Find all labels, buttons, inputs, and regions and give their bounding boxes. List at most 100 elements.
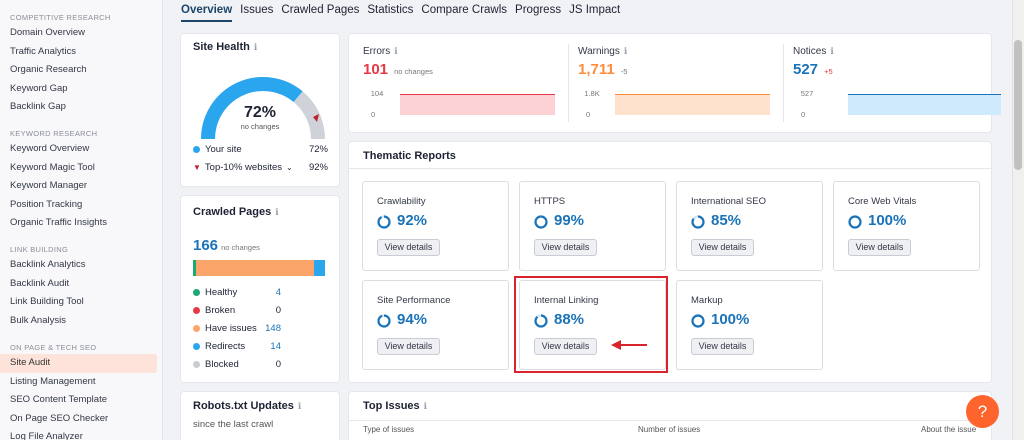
- chevron-down-icon[interactable]: ⌄: [286, 163, 293, 172]
- metric-sparkline[interactable]: [400, 94, 555, 115]
- scrollbar-thumb[interactable]: [1014, 40, 1022, 170]
- metric-label: Warnings: [578, 46, 620, 57]
- tab-statistics[interactable]: Statistics: [367, 4, 414, 16]
- robots-subtitle: since the last crawl: [193, 419, 274, 430]
- legend-dot: [193, 289, 200, 296]
- help-button[interactable]: ?: [966, 395, 999, 428]
- view-details-button[interactable]: View details: [377, 338, 440, 355]
- metric-sparkline[interactable]: [848, 94, 1001, 115]
- info-icon[interactable]: ℹ: [423, 401, 428, 411]
- metric-value[interactable]: 101: [363, 61, 389, 78]
- info-icon[interactable]: ℹ: [394, 46, 398, 56]
- view-details-button[interactable]: View details: [691, 239, 754, 256]
- progress-ring-icon: [377, 314, 391, 328]
- crawled-row-value[interactable]: 4: [275, 287, 281, 298]
- tab-js-impact[interactable]: JS Impact: [569, 4, 621, 16]
- thematic-report-crawlability[interactable]: Crawlability 92% View details: [362, 181, 509, 271]
- tab-progress[interactable]: Progress: [515, 4, 562, 16]
- metric-axis-min: 0: [371, 110, 376, 119]
- crawled-pages-bar: [193, 260, 325, 276]
- column-number[interactable]: Number of issues: [638, 425, 701, 434]
- info-icon[interactable]: ℹ: [275, 207, 279, 217]
- legend-dot: [193, 361, 200, 368]
- crawled-row-label: Broken: [205, 305, 236, 316]
- sidebar-item-organic-research[interactable]: Organic Research: [10, 64, 87, 75]
- top-10-marker: [313, 114, 319, 122]
- view-details-button[interactable]: View details: [377, 239, 440, 256]
- sidebar-item-bulk-analysis[interactable]: Bulk Analysis: [10, 314, 66, 326]
- info-icon[interactable]: ℹ: [623, 46, 628, 56]
- report-percent: 92%: [397, 212, 428, 229]
- sidebar-item-backlink-gap[interactable]: Backlink Gap: [10, 101, 66, 112]
- crawled-count[interactable]: 166: [193, 237, 219, 254]
- sidebar-item-backlink-analytics[interactable]: Backlink Analytics: [10, 259, 86, 270]
- crawled-row-value[interactable]: 148: [265, 323, 281, 334]
- sidebar-item-on-page-seo-checker[interactable]: On Page SEO Checker: [10, 412, 109, 424]
- sidebar-item-keyword-magic-tool[interactable]: Keyword Magic Tool: [10, 161, 95, 173]
- sidebar-item-keyword-overview[interactable]: Keyword Overview: [10, 143, 90, 154]
- column-type[interactable]: Type of issues: [363, 425, 415, 434]
- sidebar-section: KEYWORD RESEARCH Keyword Overview Keyword …: [0, 128, 163, 233]
- view-details-button[interactable]: View details: [534, 338, 597, 355]
- scrollbar[interactable]: [1012, 0, 1024, 440]
- divider: [568, 44, 569, 122]
- column-about[interactable]: About the issue: [921, 425, 977, 434]
- report-name: Markup: [691, 295, 723, 306]
- report-percent: 100%: [711, 311, 750, 328]
- highlight-box: [514, 276, 668, 373]
- metric-delta: +5: [824, 67, 833, 76]
- progress-ring-icon: [691, 314, 705, 328]
- metric-axis-min: 0: [586, 110, 591, 119]
- report-name: International SEO: [691, 196, 766, 207]
- tab-issues[interactable]: Issues: [240, 4, 274, 16]
- sidebar-item-domain-overview[interactable]: Domain Overview: [10, 27, 85, 38]
- tab-bar: Overview Issues Crawled Pages Statistics Com…: [181, 0, 628, 22]
- sidebar-item-traffic-analytics[interactable]: Traffic Analytics: [10, 45, 76, 57]
- sidebar-item-keyword-manager[interactable]: Keyword Manager: [10, 180, 88, 191]
- legend-top-10[interactable]: ▼ Top-10% websites ⌄ 92%: [193, 162, 328, 173]
- tab-compare-crawls[interactable]: Compare Crawls: [421, 4, 508, 16]
- bar-redirects[interactable]: [313, 260, 325, 276]
- metric-value[interactable]: 1,711: [578, 61, 615, 78]
- metric-label: Errors: [363, 46, 391, 57]
- view-details-button[interactable]: View details: [848, 239, 911, 256]
- report-percent: 94%: [397, 311, 428, 328]
- site-health-value: 72%: [243, 104, 277, 121]
- crawled-row-value[interactable]: 14: [270, 341, 281, 352]
- info-icon[interactable]: ℹ: [297, 401, 302, 411]
- sidebar-item-keyword-gap[interactable]: Keyword Gap: [10, 82, 68, 94]
- sidebar-item-seo-content-template[interactable]: SEO Content Template: [10, 394, 107, 405]
- sidebar-item-position-tracking[interactable]: Position Tracking: [10, 198, 83, 210]
- thematic-report-markup[interactable]: Markup 100% View details: [676, 280, 823, 370]
- metric-sparkline[interactable]: [615, 94, 770, 115]
- metric-axis-max: 104: [370, 89, 384, 98]
- sidebar-item-backlink-audit[interactable]: Backlink Audit: [10, 277, 70, 289]
- tab-overview[interactable]: Overview: [181, 0, 233, 22]
- thematic-report-https[interactable]: HTTPS 99% View details: [519, 181, 666, 271]
- metric-value[interactable]: 527: [793, 61, 819, 78]
- sidebar-item-link-building-tool[interactable]: Link Building Tool: [10, 296, 84, 307]
- thematic-report-internal-linking[interactable]: Internal Linking 88% View details: [519, 280, 666, 370]
- legend-dot: [193, 307, 200, 314]
- legend-value: 72%: [308, 144, 328, 155]
- sidebar-item-log-file-analyzer[interactable]: Log File Analyzer: [10, 431, 83, 440]
- info-icon[interactable]: ℹ: [830, 46, 834, 56]
- info-icon[interactable]: ℹ: [253, 42, 258, 52]
- thematic-report-core-web-vitals[interactable]: Core Web Vitals 100% View details: [833, 181, 980, 271]
- sidebar-item-listing-management[interactable]: Listing Management: [10, 375, 96, 387]
- bar-healthy[interactable]: [193, 260, 197, 276]
- view-details-button[interactable]: View details: [534, 239, 597, 256]
- sidebar-item-organic-traffic-insights[interactable]: Organic Traffic Insights: [10, 217, 107, 228]
- legend-your-site: Your site 72%: [193, 144, 328, 155]
- metric-delta: -5: [620, 67, 628, 76]
- crawled-row-broken: Broken 0: [193, 305, 281, 316]
- tab-crawled-pages[interactable]: Crawled Pages: [281, 4, 360, 16]
- sidebar-section-title: KEYWORD RESEARCH: [10, 129, 98, 138]
- sidebar-item-site-audit[interactable]: Site Audit: [0, 354, 157, 373]
- view-details-button[interactable]: View details: [691, 338, 754, 355]
- crawled-row-label: Blocked: [205, 359, 239, 370]
- progress-ring-icon: [534, 314, 548, 328]
- thematic-report-site-performance[interactable]: Site Performance 94% View details: [362, 280, 509, 370]
- bar-issues[interactable]: [196, 260, 314, 276]
- thematic-report-international-seo[interactable]: International SEO 85% View details: [676, 181, 823, 271]
